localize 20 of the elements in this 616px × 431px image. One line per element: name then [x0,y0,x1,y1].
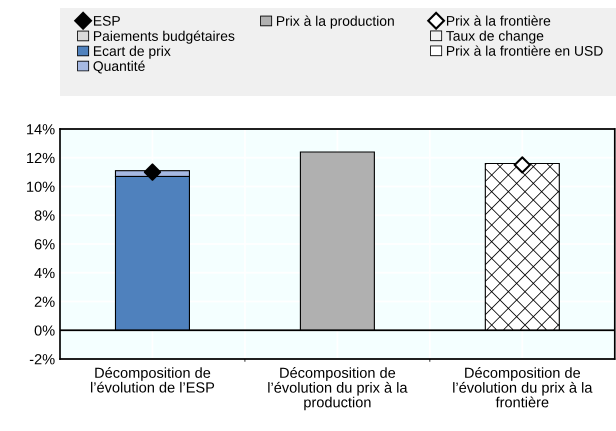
legend-label: Prix à la frontière en USD [446,45,603,56]
y-tick-label: 12% [27,152,55,164]
y-tick-label: 8% [34,210,55,221]
y-tick-label: -2% [30,354,55,364]
x-tick-label: Décomposition de l’évolution de l’ESP [91,367,214,393]
legend-label: Paiements budgétaires [94,30,234,44]
y-tick-label: 6% [34,239,55,250]
legend-label: Prix à la frontière [446,15,550,26]
legend-label: Prix à la production [276,16,394,29]
legend-label: Ecart de prix [94,46,171,59]
legend-label: Quantité [93,60,145,74]
legend-label: ESP [94,16,120,26]
y-tick-label: 14% [27,124,55,134]
legend-label: Taux de change [446,30,544,44]
y-tick-label: 0% [34,325,55,336]
y-tick-label: 10% [27,182,55,192]
x-tick-label: Décomposition de l’évolution du prix à la frontière [453,367,592,408]
y-tick-label: 2% [34,296,55,307]
y-tick-label: 4% [34,268,55,278]
x-tick-label: Décomposition de l’évolution du prix à la production [268,367,408,410]
